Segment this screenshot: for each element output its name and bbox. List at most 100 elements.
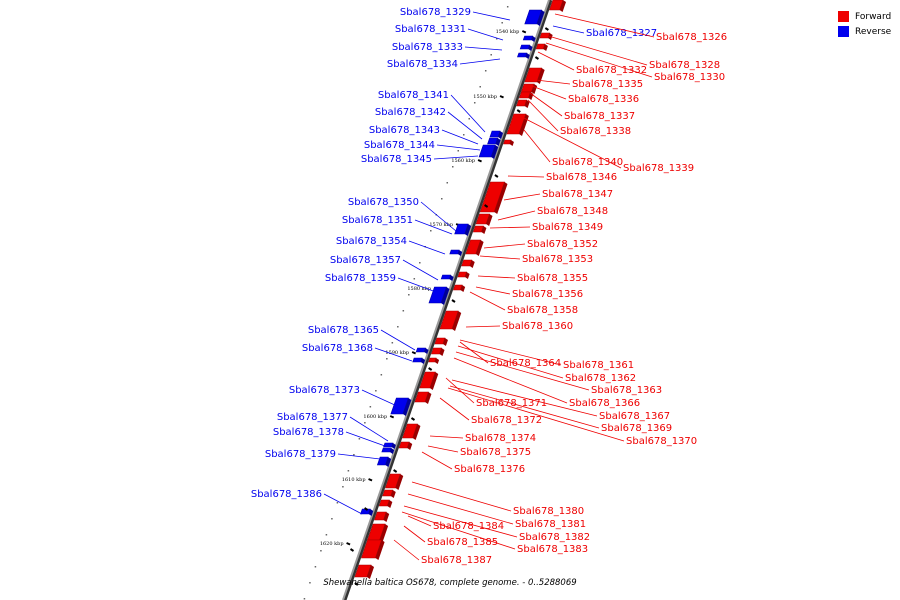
forward-gene-label-leader — [475, 286, 511, 295]
short-feature-mark — [428, 367, 433, 371]
forward-gene-label-leader — [483, 243, 526, 249]
reverse-gene-glyph-edge — [528, 45, 533, 51]
guide-dot — [506, 6, 509, 8]
guide-dot — [325, 534, 328, 536]
forward-gene-label: Sbal678_1355 — [517, 273, 588, 284]
reverse-gene-glyph-edge — [491, 145, 499, 159]
legend-swatch-forward — [838, 11, 849, 22]
guide-dot — [468, 118, 470, 120]
reverse-gene-label: Sbal678_1357 — [330, 255, 401, 266]
forward-gene-label: Sbal678_1375 — [460, 447, 531, 458]
reverse-gene-label: Sbal678_1359 — [325, 273, 396, 284]
reverse-gene-label: Sbal678_1350 — [348, 197, 419, 208]
forward-gene-label: Sbal678_1383 — [517, 544, 588, 555]
forward-gene-label-leader — [403, 525, 426, 543]
reverse-gene-label: Sbal678_1334 — [387, 59, 458, 70]
forward-gene-label-leader — [407, 515, 432, 527]
legend-item-forward: Forward — [838, 9, 891, 24]
reverse-gene-glyph-edge — [497, 131, 504, 139]
reverse-gene-label-leader — [464, 46, 503, 51]
reverse-gene-label-leader — [436, 144, 481, 151]
tick-label: 1590 kbp — [385, 350, 409, 356]
guide-dot — [353, 454, 355, 456]
forward-gene-glyph-edge — [424, 392, 432, 404]
guide-dot — [331, 518, 333, 520]
guide-dot — [303, 598, 306, 600]
short-feature-mark — [516, 109, 521, 113]
reverse-gene-label: Sbal678_1354 — [336, 236, 407, 247]
forward-gene-glyph-edge — [407, 442, 413, 450]
reverse-gene-label-leader — [441, 129, 479, 145]
reverse-gene-label: Sbal678_1345 — [361, 154, 432, 165]
guide-dot — [336, 502, 339, 504]
short-feature-mark — [354, 582, 359, 586]
reverse-gene-glyph-edge — [368, 509, 374, 516]
guide-dot — [457, 150, 459, 152]
short-feature-mark — [393, 469, 398, 473]
reverse-gene-glyph-edge — [389, 448, 395, 454]
reverse-gene-label: Sbal678_1341 — [378, 90, 449, 101]
forward-gene-label-leader — [407, 493, 514, 525]
reverse-gene-glyph-edge — [464, 224, 472, 236]
forward-gene-label-leader — [519, 115, 622, 169]
reverse-gene-label: Sbal678_1373 — [289, 385, 360, 396]
guide-dot — [413, 278, 416, 280]
forward-gene-label: Sbal678_1358 — [507, 305, 578, 316]
tick-label: 1610 kbp — [342, 477, 366, 483]
forward-gene-glyph-edge — [434, 358, 440, 364]
reverse-gene-label-leader — [374, 347, 413, 362]
tick-mark — [477, 159, 482, 163]
guide-dot — [314, 566, 317, 568]
reverse-gene-glyph-edge — [457, 250, 463, 256]
short-feature-mark — [484, 204, 489, 208]
guide-dot — [342, 486, 344, 488]
forward-gene-label-leader — [453, 357, 568, 404]
reverse-gene-label: Sbal678_1351 — [342, 215, 413, 226]
reverse-gene-label-leader — [323, 493, 363, 515]
reverse-gene-glyph-edge — [440, 287, 450, 305]
forward-gene-label: Sbal678_1372 — [471, 415, 542, 426]
forward-gene-label-leader — [427, 445, 459, 453]
tick-label: 1600 kbp — [363, 414, 387, 420]
reverse-gene-label-leader — [345, 431, 386, 447]
forward-gene-label: Sbal678_1335 — [572, 79, 643, 90]
reverse-gene-glyph — [522, 35, 534, 41]
reverse-gene-label-leader — [467, 28, 504, 41]
forward-gene-glyph-edge — [464, 272, 470, 279]
forward-gene-label-leader — [545, 42, 653, 78]
forward-gene-label-leader — [489, 226, 531, 229]
reverse-gene-glyph — [440, 274, 452, 280]
reverse-gene-label-leader — [414, 219, 453, 235]
guide-dot — [320, 550, 322, 552]
reverse-gene-label-leader — [397, 277, 437, 293]
forward-gene-glyph-edge — [387, 500, 393, 508]
tick-mark — [389, 415, 395, 419]
forward-gene-label: Sbal678_1384 — [433, 521, 504, 532]
forward-gene-label: Sbal678_1385 — [427, 537, 498, 548]
forward-gene-label-leader — [411, 481, 512, 512]
reverse-gene-label: Sbal678_1343 — [369, 125, 440, 136]
forward-gene-label: Sbal678_1364 — [490, 358, 561, 369]
guide-dot — [419, 262, 421, 264]
forward-gene-label-leader — [445, 377, 475, 404]
forward-gene-glyph-edge — [412, 424, 421, 440]
legend-item-reverse: Reverse — [838, 24, 891, 39]
forward-gene-label: Sbal678_1382 — [519, 532, 590, 543]
forward-gene-label: Sbal678_1387 — [421, 555, 492, 566]
reverse-gene-label-leader — [337, 453, 381, 460]
guide-dot — [386, 358, 388, 360]
forward-gene-label: Sbal678_1381 — [515, 519, 586, 530]
reverse-gene-glyph — [412, 357, 423, 363]
forward-gene-label-leader — [451, 379, 598, 417]
guide-dot — [446, 182, 449, 184]
forward-gene-label-leader — [537, 51, 575, 71]
legend-swatch-reverse — [838, 26, 849, 37]
forward-gene-glyph-edge — [531, 84, 538, 94]
forward-gene-label-leader — [429, 435, 464, 439]
forward-gene-glyph-edge — [375, 540, 385, 560]
forward-gene-glyph-edge — [494, 182, 508, 214]
guide-dot — [364, 422, 366, 424]
forward-gene-label-leader — [455, 351, 590, 391]
